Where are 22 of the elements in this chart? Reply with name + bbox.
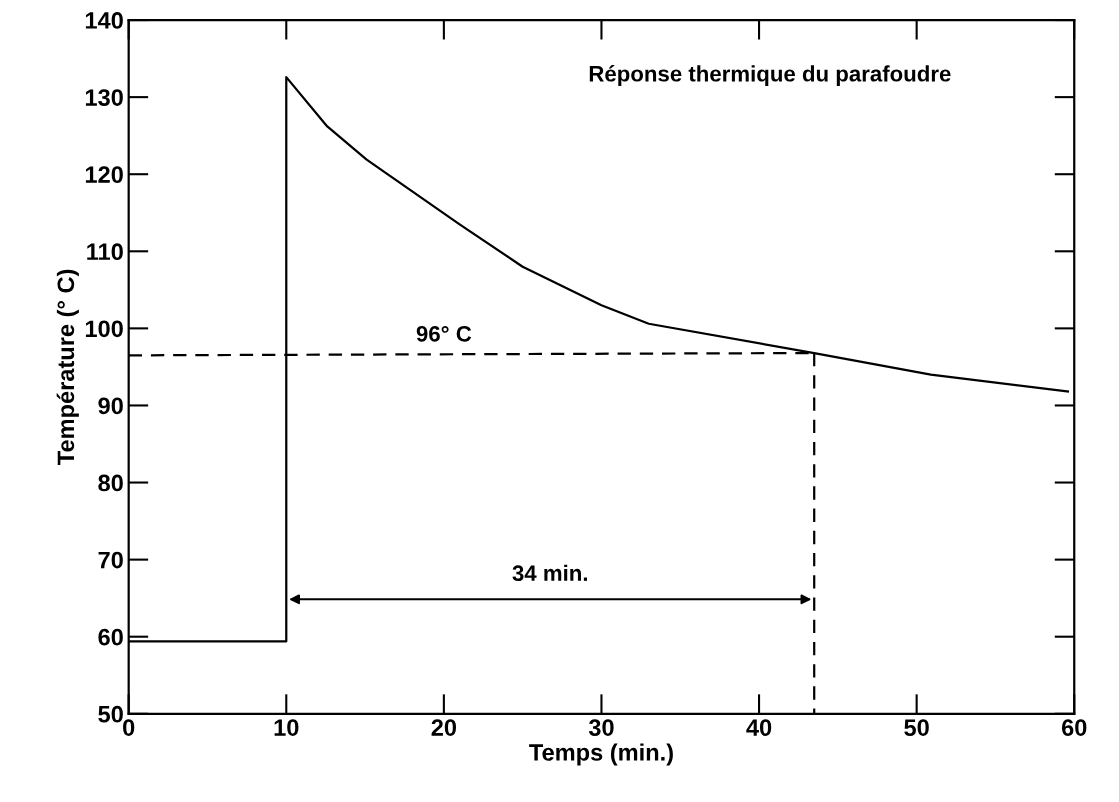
y-tick-label: 110 [87, 243, 123, 261]
annotation: Réponse thermique du parafoudre [589, 65, 951, 86]
y-tick-label: 90 [98, 397, 123, 415]
x-tick-label: 20 [431, 719, 457, 736]
x-tick-label: 50 [904, 719, 929, 736]
x-tick-label: 60 [1061, 719, 1087, 736]
y-tick-label: 60 [98, 628, 123, 646]
y-tick-label: 50 [98, 705, 123, 723]
y-tick-label: 130 [85, 89, 123, 106]
y-axis-title: Température (° C) [56, 269, 79, 465]
y-tick-label: 100 [85, 320, 123, 338]
x-tick-label: 0 [123, 719, 135, 736]
x-tick-label: 30 [588, 719, 614, 737]
y-tick-label: 140 [85, 12, 123, 29]
x-tick-label: 40 [746, 719, 772, 736]
y-tick-label: 70 [98, 551, 123, 569]
x-axis-title: Temps (min.) [529, 743, 673, 766]
y-tick-label: 80 [98, 474, 123, 492]
annotation: 34 min. [512, 564, 588, 582]
annotation: 96° C [416, 325, 472, 342]
y-tick-label: 120 [85, 166, 123, 183]
x-tick-label: 10 [274, 719, 299, 736]
